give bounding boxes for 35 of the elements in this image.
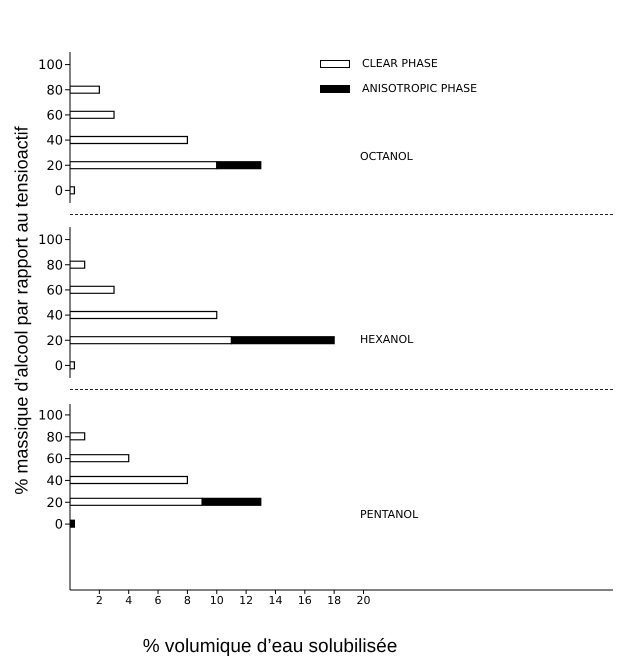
- y-tick-label: 100: [38, 408, 63, 424]
- y-tick-label: 80: [46, 430, 63, 446]
- y-tick-label: 0: [54, 184, 63, 200]
- legend-label: CLEAR PHASE: [362, 57, 438, 70]
- y-tick-label: 60: [46, 284, 63, 299]
- x-tick-label: 12: [239, 594, 254, 607]
- x-tick-label: 2: [96, 594, 103, 607]
- y-tick-label: 40: [46, 308, 63, 324]
- legend-label: ANISOTROPIC PHASE: [362, 82, 478, 95]
- y-tick-label: 0: [54, 359, 63, 374]
- y-tick-label: 100: [38, 58, 63, 74]
- x-tick-label: 4: [125, 594, 132, 607]
- annotation: HEXANOL: [360, 333, 414, 346]
- y-tick-label: 40: [46, 134, 63, 149]
- y-tick-label: 60: [46, 452, 63, 468]
- x-tick-label: 8: [184, 594, 191, 607]
- annotation: OCTANOL: [360, 150, 413, 163]
- x-tick-label: 20: [356, 594, 371, 607]
- y-tick-label: 0: [54, 518, 63, 533]
- y-tick-label: 80: [46, 83, 63, 98]
- y-tick-label: 80: [46, 258, 63, 274]
- x-tick-label: 18: [327, 594, 342, 607]
- y-tick-label: 40: [46, 474, 63, 490]
- annotation: PENTANOL: [360, 508, 418, 521]
- y-tick-label: 100: [38, 233, 63, 248]
- x-tick-label: 16: [298, 594, 312, 607]
- y-tick-label: 60: [46, 108, 63, 124]
- y-tick-label: 20: [46, 334, 63, 349]
- x-axis-title: % volumique d’eau solubilisée: [142, 636, 398, 658]
- y-tick-label: 20: [46, 158, 63, 174]
- x-tick-label: 6: [154, 594, 162, 607]
- x-tick-label: 10: [210, 594, 224, 607]
- y-tick-label: 20: [46, 496, 63, 511]
- x-tick-label: 14: [268, 594, 282, 607]
- y-axis-title: % massique d’alcool par rapport au tensioactif: [12, 125, 32, 497]
